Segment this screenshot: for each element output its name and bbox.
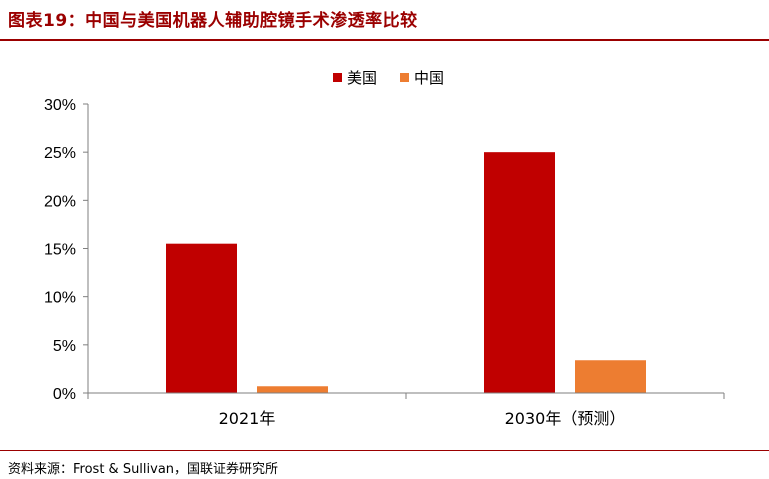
bars xyxy=(166,152,646,393)
bar-china xyxy=(575,360,646,393)
bar-usa xyxy=(166,243,237,393)
y-tick-label: 25% xyxy=(44,145,76,162)
y-tick-label: 15% xyxy=(44,242,76,259)
legend-label: 美国 xyxy=(347,69,377,87)
legend-swatch xyxy=(333,73,342,82)
bar-usa xyxy=(484,152,555,393)
source-rule xyxy=(0,450,769,451)
legend-label: 中国 xyxy=(414,69,444,87)
figure-title: 图表19：中国与美国机器人辅助腔镜手术渗透率比较 xyxy=(8,11,418,31)
x-category-label: 2030年（预测） xyxy=(505,409,626,428)
y-tick-label: 30% xyxy=(44,97,76,114)
bar-china xyxy=(257,386,328,393)
legend: 美国 中国 xyxy=(333,69,444,87)
x-category-label: 2021年 xyxy=(219,409,276,428)
x-axis: 2021年 2030年（预测） xyxy=(87,392,725,428)
source-note: 资料来源：Frost & Sullivan，国联证券研究所 xyxy=(8,462,279,477)
y-axis: 0% 5% 10% 15% 20% 25% 30% xyxy=(44,97,89,403)
y-tick-label: 5% xyxy=(53,338,76,355)
legend-swatch xyxy=(400,73,409,82)
y-tick-label: 10% xyxy=(44,290,76,307)
y-tick-label: 20% xyxy=(44,193,76,210)
y-tick-label: 0% xyxy=(53,386,76,403)
title-rule xyxy=(0,39,769,41)
